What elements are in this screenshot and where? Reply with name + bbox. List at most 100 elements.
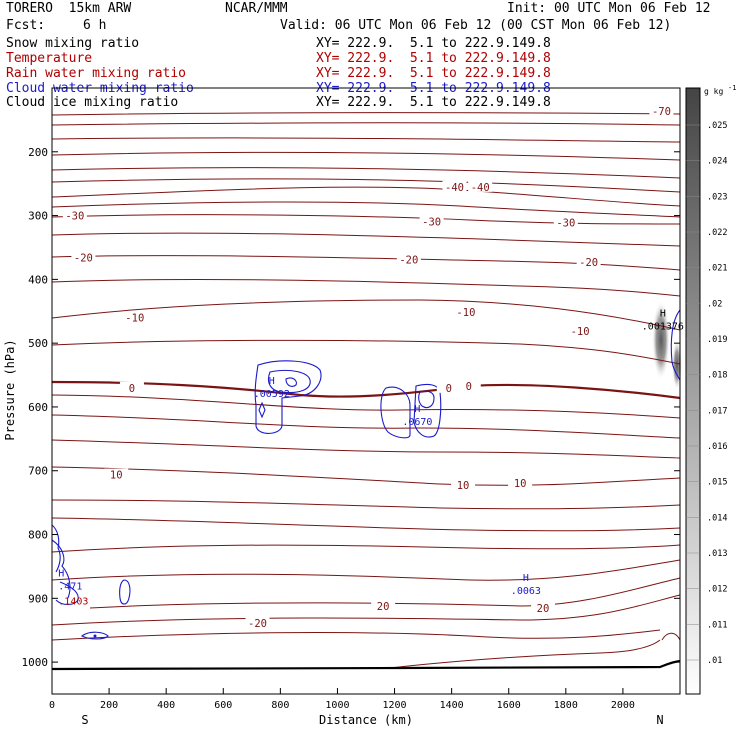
colorbar-tick-label: .014	[707, 513, 727, 523]
isotherm-label: 0	[466, 381, 472, 393]
colorbar-tick-label: .013	[707, 549, 727, 559]
cloud-water-contour-inner-c	[418, 390, 435, 409]
isotherm-minus-5	[51, 339, 681, 365]
cloud-water-contour-small-oval	[119, 579, 131, 605]
x-tick-label: 1600	[497, 700, 521, 711]
isotherm-label-bg	[576, 256, 601, 268]
cloud-water-contour-outer-c	[413, 383, 442, 438]
cloud-water-contour-ground-blob	[80, 631, 109, 640]
isotherm-minus-15	[51, 278, 681, 297]
isotherm-label: -70	[652, 106, 671, 118]
isotherm-minus-55	[51, 151, 681, 161]
forecast-label: Fcst:	[6, 18, 46, 33]
plot-frame	[51, 87, 681, 695]
field-xy-rain-water: XY= 222.9. 5.1 to 222.9.149.8	[316, 66, 551, 81]
colorbar-units-exponent: -1	[728, 84, 736, 92]
extremum-marker: H	[414, 404, 420, 415]
isotherm-minus-50	[51, 167, 681, 179]
isotherm-minus-65	[51, 122, 681, 126]
isotherm-label: -10	[125, 313, 144, 325]
x-tick-label: 200	[100, 700, 118, 711]
isotherm-plus-6	[51, 439, 681, 459]
isotherm-label: -20	[399, 255, 418, 267]
field-label-rain-water: Rain water mixing ratio	[6, 66, 187, 81]
isotherm-plus-12	[51, 499, 681, 510]
y-axis-title: Pressure (hPa)	[3, 339, 17, 440]
init-time: Init: 00 UTC Mon 06 Feb 12	[507, 1, 711, 16]
y-tick-label: 200	[28, 146, 48, 159]
isotherm-label: -40	[471, 182, 490, 194]
cloud-water-contour-left-edge-c	[55, 581, 79, 606]
isotherm-0	[51, 380, 681, 400]
isotherm-label-bg	[442, 180, 467, 192]
model-name: TORERO 15km ARW	[6, 1, 132, 16]
isotherm-plus-10	[51, 466, 681, 486]
x-tick-label: 400	[157, 700, 175, 711]
cloud-water-dot	[93, 634, 97, 638]
y-tick-label: 700	[28, 465, 48, 478]
x-tick-label: 1000	[325, 700, 349, 711]
cloud-water-contour-outer-a	[254, 360, 322, 434]
isotherm-label: -20	[579, 257, 598, 269]
extremum-value: .0670	[402, 417, 432, 428]
valid-time: Valid: 06 UTC Mon 06 Feb 12 (00 CST Mon …	[280, 18, 672, 33]
isotherm-minus-45	[51, 178, 681, 193]
isotherm-minus-30	[51, 214, 681, 225]
field-xy-temperature: XY= 222.9. 5.1 to 222.9.149.8	[316, 51, 551, 66]
isotherm-minus-25	[51, 232, 681, 247]
isotherm-plus-26	[389, 639, 661, 669]
field-label-cloud-ice: Cloud ice mixing ratio	[6, 95, 179, 110]
x-tick-label: 800	[271, 700, 289, 711]
isotherm-minus-35	[51, 201, 681, 218]
colorbar-tick-label: .024	[707, 157, 727, 167]
field-label-temperature: Temperature	[6, 51, 93, 66]
colorbar-units: g kg	[704, 87, 723, 96]
isotherm-label: 10	[110, 470, 123, 482]
center-name: NCAR/MMM	[225, 1, 288, 16]
forecast-hour: 6 h	[83, 18, 107, 33]
isotherm-label-bg	[119, 381, 144, 393]
extremum-marker: H	[660, 308, 666, 319]
isotherm-label-bg	[419, 215, 444, 227]
isotherm-label: -40	[445, 182, 464, 194]
colorbar-tick-label: .023	[707, 192, 727, 202]
x-tick-label: 600	[214, 700, 232, 711]
colorbar-tick-label: .018	[707, 371, 727, 381]
cloud-water-contour-right-edge	[670, 309, 681, 381]
y-tick-label: 400	[28, 273, 48, 286]
isotherm-label-bg	[71, 251, 96, 263]
isotherm-label-bg	[371, 599, 396, 611]
field-label-snow: Snow mixing ratio	[6, 36, 140, 51]
isotherm-right-edge	[661, 632, 681, 641]
isotherm-label: 10	[457, 480, 470, 492]
colorbar-tick-label: .025	[707, 121, 727, 131]
isotherm-label-bg	[122, 311, 147, 323]
cloud-water-contour-left-edge-b	[51, 539, 71, 599]
field-xy-snow: XY= 222.9. 5.1 to 222.9.149.8	[316, 36, 551, 51]
isotherm-label-bg	[530, 601, 555, 613]
cloud-water-contour-core-a	[285, 377, 297, 387]
isotherm-label: -30	[65, 211, 84, 223]
isotherm-label: -20	[248, 618, 267, 630]
extremum-value: .00592	[254, 389, 290, 400]
colorbar-tick-label: .016	[707, 442, 727, 452]
y-tick-label: 300	[28, 210, 48, 223]
extremum-marker: H	[523, 573, 529, 584]
isotherm-label-bg	[104, 468, 129, 480]
colorbar-tick-label: .017	[707, 406, 727, 416]
isotherm-label: 0	[129, 383, 135, 395]
cloud-water-contour-left-edge-a	[51, 524, 61, 573]
x-axis-title: Distance (km)	[319, 713, 413, 727]
south-endpoint: S	[81, 713, 88, 727]
isotherm-label-bg	[62, 209, 87, 221]
isotherm-label-bg	[451, 478, 476, 490]
isotherm-label-bg	[468, 180, 493, 192]
isotherm-label: -10	[571, 326, 590, 338]
colorbar-bar	[685, 87, 701, 695]
isotherm-label-bg	[553, 216, 578, 228]
isotherm-plus-16	[51, 544, 681, 553]
isotherm-label: -20	[74, 253, 93, 265]
